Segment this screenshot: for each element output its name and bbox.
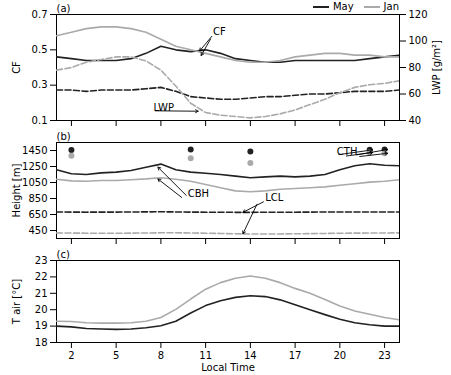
svg-text:CTH: CTH [337,146,358,157]
svg-text:11: 11 [199,350,212,361]
svg-text:0.1: 0.1 [32,115,48,126]
svg-text:Local Time: Local Time [201,362,255,373]
svg-text:CF: CF [213,26,226,37]
svg-text:17: 17 [289,350,302,361]
svg-text:LWP [g/m²]: LWP [g/m²] [431,40,442,95]
svg-text:22: 22 [35,271,48,282]
svg-text:21: 21 [35,288,48,299]
svg-text:120: 120 [409,9,428,20]
svg-text:1450: 1450 [22,145,47,156]
svg-text:CF: CF [11,61,22,74]
html-text:May: May [332,1,354,12]
svg-text:5: 5 [113,350,119,361]
svg-text:80: 80 [409,62,422,73]
svg-text:0.7: 0.7 [32,9,48,20]
svg-text:100: 100 [409,35,428,46]
svg-text:(a): (a) [57,3,71,14]
html-text:Jan: Jan [383,1,399,12]
svg-text:450: 450 [28,225,47,236]
svg-text:T air [°C]: T air [°C] [11,279,22,325]
svg-text:23: 23 [378,350,391,361]
svg-text:0.5: 0.5 [32,44,48,55]
svg-text:20: 20 [333,350,346,361]
svg-text:14: 14 [244,350,257,361]
svg-text:Height [m]: Height [m] [11,164,22,218]
svg-text:18: 18 [35,337,48,348]
svg-text:40: 40 [409,115,422,126]
svg-text:1050: 1050 [22,177,47,188]
svg-text:8: 8 [158,350,164,361]
svg-text:0.3: 0.3 [32,79,48,90]
svg-text:LWP: LWP [153,102,174,113]
svg-text:1250: 1250 [22,161,47,172]
svg-text:60: 60 [409,88,422,99]
svg-text:2: 2 [68,350,74,361]
svg-text:(b): (b) [57,131,71,142]
svg-text:23: 23 [35,255,48,266]
svg-text:LCL: LCL [265,192,284,203]
svg-text:(c): (c) [57,249,70,260]
svg-text:CBH: CBH [188,188,209,199]
svg-text:19: 19 [35,320,48,331]
svg-text:20: 20 [35,304,48,315]
svg-text:650: 650 [28,209,47,220]
svg-text:850: 850 [28,193,47,204]
